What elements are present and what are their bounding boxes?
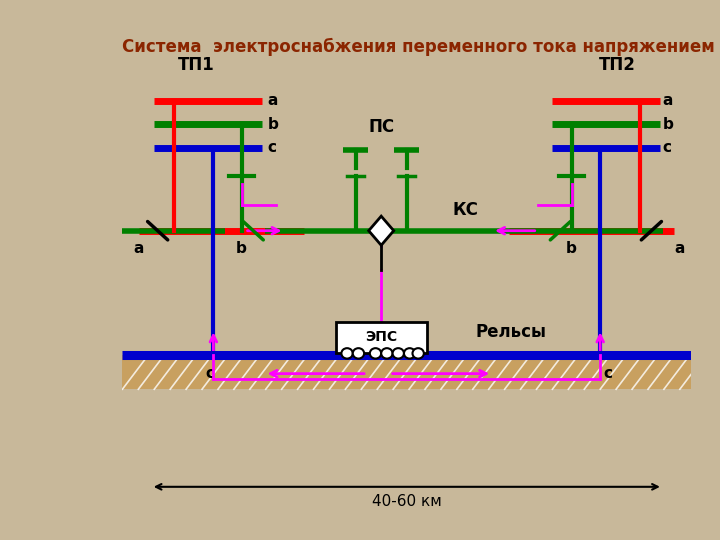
Circle shape bbox=[370, 348, 381, 359]
Text: 40-60 км: 40-60 км bbox=[372, 494, 441, 509]
Text: c: c bbox=[663, 140, 672, 155]
Circle shape bbox=[404, 348, 415, 359]
Text: ТП1: ТП1 bbox=[178, 56, 215, 73]
Text: Система  электроснабжения переменного тока напряжением 25 кВ: Система электроснабжения переменного ток… bbox=[122, 38, 720, 56]
Text: a: a bbox=[674, 241, 685, 256]
Circle shape bbox=[341, 348, 353, 359]
Text: ЭПС: ЭПС bbox=[365, 330, 397, 345]
Circle shape bbox=[413, 348, 424, 359]
Circle shape bbox=[381, 348, 392, 359]
Text: b: b bbox=[663, 117, 674, 132]
Text: a: a bbox=[663, 93, 673, 109]
Bar bbox=[336, 322, 427, 353]
Bar bbox=[122, 355, 691, 389]
Text: b: b bbox=[236, 241, 247, 256]
Text: a: a bbox=[134, 241, 144, 256]
Text: c: c bbox=[205, 366, 214, 381]
Circle shape bbox=[392, 348, 404, 359]
Text: ТП2: ТП2 bbox=[599, 56, 636, 73]
Text: КС: КС bbox=[452, 201, 478, 219]
Text: c: c bbox=[267, 140, 276, 155]
Polygon shape bbox=[369, 216, 394, 245]
Text: b: b bbox=[267, 117, 279, 132]
Circle shape bbox=[353, 348, 364, 359]
Text: a: a bbox=[267, 93, 278, 109]
Text: Рельсы: Рельсы bbox=[475, 323, 546, 341]
Text: b: b bbox=[566, 241, 577, 256]
Text: c: c bbox=[603, 366, 612, 381]
Text: ПС: ПС bbox=[368, 118, 395, 136]
